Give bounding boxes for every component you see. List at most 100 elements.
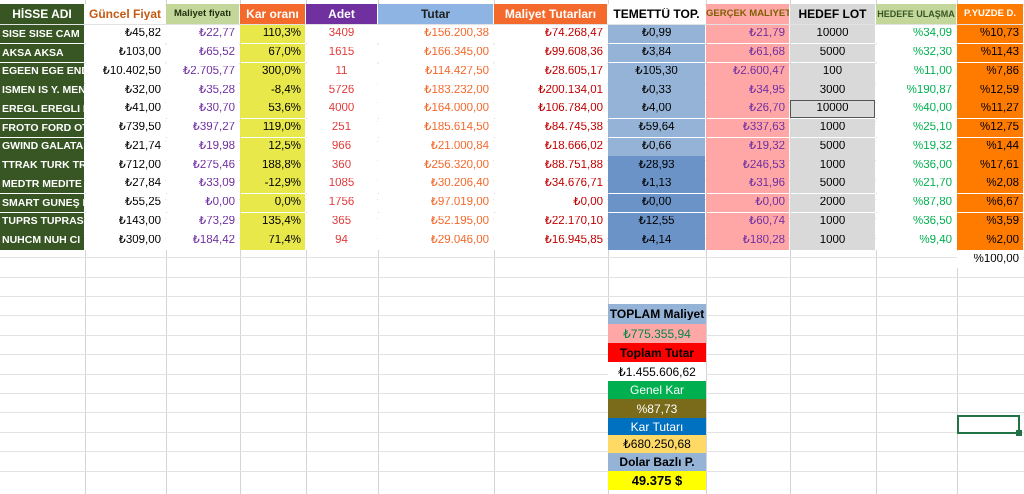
table-cell[interactable]: 2000 bbox=[790, 193, 875, 212]
table-cell[interactable]: ₺52.195,00 bbox=[378, 212, 493, 231]
table-cell[interactable]: ₺156.200,38 bbox=[378, 25, 493, 44]
table-cell[interactable]: %7,86 bbox=[957, 62, 1023, 81]
table-cell[interactable]: ₺65,52 bbox=[166, 43, 239, 62]
header-cell[interactable]: Kar oranı bbox=[240, 4, 305, 24]
table-cell[interactable]: ₺0,00 bbox=[166, 193, 239, 212]
table-cell[interactable]: ₺10.402,50 bbox=[85, 62, 165, 81]
table-cell[interactable]: ₺55,25 bbox=[85, 193, 165, 212]
header-cell[interactable]: TEMETTÜ TOP. bbox=[608, 4, 705, 24]
table-cell[interactable]: 5000 bbox=[790, 43, 875, 62]
table-cell[interactable]: 71,4% bbox=[240, 231, 305, 250]
table-cell[interactable]: ₺0,66 bbox=[608, 137, 705, 156]
table-cell[interactable]: ₺0,00 bbox=[494, 193, 607, 212]
header-cell[interactable]: Tutar bbox=[378, 4, 493, 24]
table-cell[interactable]: ₺30,70 bbox=[166, 100, 239, 119]
table-cell[interactable]: 5726 bbox=[306, 81, 377, 100]
summary-total-amount-value[interactable]: ₺1.455.606,62 bbox=[608, 362, 706, 381]
header-cell[interactable]: P.YÜZDE D. bbox=[957, 4, 1023, 24]
table-cell[interactable]: 365 bbox=[306, 212, 377, 231]
table-cell[interactable]: %6,67 bbox=[957, 193, 1023, 212]
table-cell[interactable]: ₺21.000,84 bbox=[378, 137, 493, 156]
table-cell[interactable]: 110,3% bbox=[240, 25, 305, 44]
stock-name-cell[interactable]: MEDTR MEDITE bbox=[0, 175, 84, 194]
table-cell[interactable]: ₺712,00 bbox=[85, 156, 165, 175]
table-cell[interactable]: 1756 bbox=[306, 193, 377, 212]
table-cell[interactable]: ₺74.268,47 bbox=[494, 25, 607, 44]
table-cell[interactable]: 100 bbox=[790, 62, 875, 81]
table-cell[interactable]: ₺12,55 bbox=[608, 212, 705, 231]
summary-general-profit-label[interactable]: Genel Kar bbox=[608, 381, 706, 399]
table-cell[interactable]: 119,0% bbox=[240, 118, 305, 137]
table-cell[interactable]: %87,80 bbox=[876, 193, 956, 212]
table-cell[interactable]: 1085 bbox=[306, 175, 377, 194]
table-cell[interactable]: 5000 bbox=[790, 175, 875, 194]
table-cell[interactable]: %9,40 bbox=[876, 231, 956, 250]
header-cell[interactable]: Güncel Fiyat bbox=[85, 4, 165, 24]
table-cell[interactable]: ₺19,98 bbox=[166, 137, 239, 156]
table-cell[interactable]: 94 bbox=[306, 231, 377, 250]
table-cell[interactable]: ₺33,09 bbox=[166, 175, 239, 194]
stock-name-cell[interactable]: TUPRS TUPRAS bbox=[0, 212, 84, 231]
table-cell[interactable]: ₺143,00 bbox=[85, 212, 165, 231]
table-cell[interactable]: 1615 bbox=[306, 43, 377, 62]
table-cell[interactable]: %34,09 bbox=[876, 25, 956, 44]
table-cell[interactable]: 3409 bbox=[306, 25, 377, 44]
table-cell[interactable]: ₺16.945,85 bbox=[494, 231, 607, 250]
active-cell-selection[interactable] bbox=[957, 415, 1020, 434]
table-cell[interactable]: 360 bbox=[306, 156, 377, 175]
table-cell[interactable]: %32,30 bbox=[876, 43, 956, 62]
table-cell[interactable]: ₺88.751,88 bbox=[494, 156, 607, 175]
summary-usd-label[interactable]: Dolar Bazlı P. bbox=[608, 453, 706, 471]
table-cell[interactable]: ₺26,70 bbox=[706, 100, 789, 119]
table-cell[interactable]: %40,00 bbox=[876, 100, 956, 119]
table-cell[interactable]: ₺2.705,77 bbox=[166, 62, 239, 81]
header-cell[interactable]: GERÇEK MALİYET bbox=[706, 4, 789, 24]
table-cell[interactable]: %21,70 bbox=[876, 175, 956, 194]
summary-profit-amount-value[interactable]: ₺680.250,68 bbox=[608, 435, 706, 453]
stock-name-cell[interactable]: NUHCM NUH CI bbox=[0, 231, 84, 250]
table-cell[interactable]: ₺114.427,50 bbox=[378, 62, 493, 81]
header-cell[interactable]: HEDEF LOT bbox=[790, 4, 875, 24]
table-cell[interactable]: ₺256.320,00 bbox=[378, 156, 493, 175]
stock-name-cell[interactable]: SISE SISE CAM bbox=[0, 25, 84, 44]
table-cell[interactable]: 1000 bbox=[790, 212, 875, 231]
table-cell[interactable]: %10,73 bbox=[957, 25, 1023, 44]
table-cell[interactable]: ₺3,84 bbox=[608, 43, 705, 62]
table-cell[interactable]: ₺1,13 bbox=[608, 175, 705, 194]
table-cell[interactable]: ₺0,00 bbox=[608, 193, 705, 212]
stock-name-cell[interactable]: GWIND GALATA bbox=[0, 137, 84, 156]
stock-name-cell[interactable]: FROTO FORD OT bbox=[0, 118, 84, 137]
table-cell[interactable]: 135,4% bbox=[240, 212, 305, 231]
table-cell[interactable]: ₺34,95 bbox=[706, 81, 789, 100]
table-cell[interactable]: ₺27,84 bbox=[85, 175, 165, 194]
table-cell[interactable]: ₺0,99 bbox=[608, 25, 705, 44]
table-cell[interactable]: ₺35,28 bbox=[166, 81, 239, 100]
table-cell[interactable]: ₺59,64 bbox=[608, 118, 705, 137]
table-cell[interactable]: %190,87 bbox=[876, 81, 956, 100]
table-cell[interactable]: 251 bbox=[306, 118, 377, 137]
table-cell[interactable]: ₺32,00 bbox=[85, 81, 165, 100]
table-cell[interactable]: ₺97.019,00 bbox=[378, 193, 493, 212]
stock-name-cell[interactable]: TTRAK TURK TR. bbox=[0, 156, 84, 175]
table-cell[interactable]: ₺61,68 bbox=[706, 43, 789, 62]
table-cell[interactable]: %11,27 bbox=[957, 100, 1023, 119]
table-cell[interactable]: ₺2.600,47 bbox=[706, 62, 789, 81]
table-cell[interactable]: ₺106.784,00 bbox=[494, 100, 607, 119]
table-cell[interactable]: %25,10 bbox=[876, 118, 956, 137]
table-cell[interactable]: 0,0% bbox=[240, 193, 305, 212]
stock-name-cell[interactable]: EGEEN EGE END bbox=[0, 62, 84, 81]
table-cell[interactable]: ₺60,74 bbox=[706, 212, 789, 231]
table-cell[interactable]: ₺73,29 bbox=[166, 212, 239, 231]
table-cell[interactable]: %11,00 bbox=[876, 62, 956, 81]
summary-general-profit-value[interactable]: %87,73 bbox=[608, 399, 706, 418]
table-cell[interactable]: ₺4,14 bbox=[608, 231, 705, 250]
table-cell[interactable]: %17,61 bbox=[957, 156, 1023, 175]
table-cell[interactable]: 10000 bbox=[790, 25, 875, 44]
table-cell[interactable]: ₺105,30 bbox=[608, 62, 705, 81]
table-cell[interactable]: 3000 bbox=[790, 81, 875, 100]
table-cell[interactable]: ₺309,00 bbox=[85, 231, 165, 250]
table-cell[interactable]: %36,00 bbox=[876, 156, 956, 175]
table-cell[interactable]: 300,0% bbox=[240, 62, 305, 81]
table-cell[interactable]: ₺166.345,00 bbox=[378, 43, 493, 62]
table-cell[interactable]: ₺246,53 bbox=[706, 156, 789, 175]
